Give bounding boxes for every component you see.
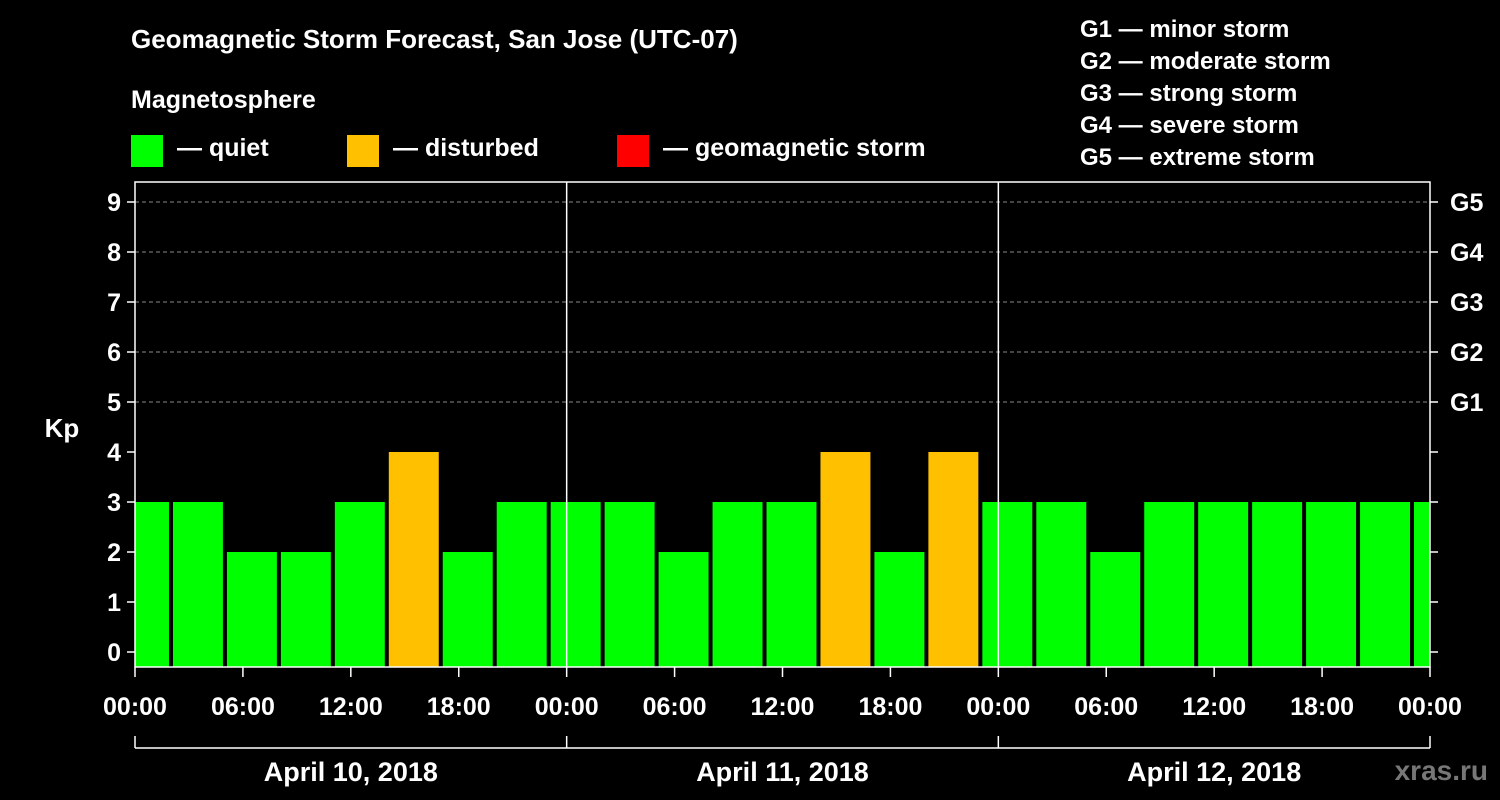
bar-16 xyxy=(982,502,1033,667)
day-label-0: April 10, 2018 xyxy=(264,757,438,787)
x-tick-label-6: 12:00 xyxy=(751,693,815,721)
bar-5 xyxy=(388,452,439,667)
y-tick-label-1: 1 xyxy=(107,589,121,617)
x-tick-label-12: 00:00 xyxy=(1398,693,1462,721)
bar-14 xyxy=(874,552,925,667)
y-tick-label-5: 5 xyxy=(107,389,121,417)
day-label-1: April 11, 2018 xyxy=(696,757,869,787)
legend-swatch-storm xyxy=(617,135,649,167)
x-tick-label-9: 06:00 xyxy=(1074,693,1138,721)
bar-2 xyxy=(226,552,277,667)
y-tick-label-9: 9 xyxy=(107,189,121,217)
x-tick-label-11: 18:00 xyxy=(1290,693,1354,721)
y-axis-label: Kp xyxy=(45,413,80,443)
y-tick-label-8: 8 xyxy=(107,239,121,267)
x-tick-label-2: 12:00 xyxy=(319,693,383,721)
bar-9 xyxy=(604,502,655,667)
right-axis-label-g5: G5 xyxy=(1450,189,1483,217)
magnetosphere-title: Magnetosphere xyxy=(131,86,316,114)
legend-swatch-quiet xyxy=(131,135,163,167)
x-tick-label-10: 12:00 xyxy=(1182,693,1246,721)
bar-8 xyxy=(550,502,601,667)
legend-label-quiet: — quiet xyxy=(177,134,269,162)
bar-19 xyxy=(1144,502,1195,667)
right-axis-label-g2: G2 xyxy=(1450,339,1483,367)
y-tick-label-0: 0 xyxy=(107,639,121,667)
x-tick-label-7: 18:00 xyxy=(858,693,922,721)
x-tick-label-8: 00:00 xyxy=(966,693,1030,721)
bar-11 xyxy=(712,502,763,667)
bar-22 xyxy=(1306,502,1357,667)
watermark: xras.ru xyxy=(1394,755,1488,786)
bar-0 xyxy=(135,502,169,667)
bar-3 xyxy=(280,552,331,667)
bar-17 xyxy=(1036,502,1087,667)
g-level-g3: G3 — strong storm xyxy=(1080,80,1298,107)
g-level-g5: G5 — extreme storm xyxy=(1080,144,1315,171)
bar-20 xyxy=(1198,502,1249,667)
bar-12 xyxy=(766,502,817,667)
right-axis-label-g1: G1 xyxy=(1450,389,1483,417)
y-tick-label-7: 7 xyxy=(107,289,121,317)
y-tick-label-2: 2 xyxy=(107,539,121,567)
right-axis-label-g4: G4 xyxy=(1450,239,1483,267)
g-level-g1: G1 — minor storm xyxy=(1080,16,1290,43)
y-tick-label-3: 3 xyxy=(107,489,121,517)
x-tick-label-3: 18:00 xyxy=(427,693,491,721)
bar-4 xyxy=(334,502,385,667)
legend-label-disturbed: — disturbed xyxy=(393,134,539,162)
legend-swatch-disturbed xyxy=(347,135,379,167)
y-tick-label-6: 6 xyxy=(107,339,121,367)
g-level-g4: G4 — severe storm xyxy=(1080,112,1299,139)
bar-7 xyxy=(496,502,547,667)
x-tick-label-5: 06:00 xyxy=(643,693,707,721)
x-tick-label-4: 00:00 xyxy=(535,693,599,721)
x-tick-label-1: 06:00 xyxy=(211,693,275,721)
y-tick-label-4: 4 xyxy=(107,439,121,467)
bar-23 xyxy=(1360,502,1411,667)
bar-15 xyxy=(928,452,979,667)
right-axis-label-g3: G3 xyxy=(1450,289,1483,317)
bar-13 xyxy=(820,452,871,667)
bar-24 xyxy=(1414,502,1430,667)
bar-1 xyxy=(172,502,223,667)
legend-label-storm: — geomagnetic storm xyxy=(663,134,926,162)
bar-18 xyxy=(1090,552,1141,667)
bar-10 xyxy=(658,552,709,667)
day-label-2: April 12, 2018 xyxy=(1127,757,1301,787)
chart-title: Geomagnetic Storm Forecast, San Jose (UT… xyxy=(131,24,738,54)
bar-6 xyxy=(442,552,493,667)
x-tick-label-0: 00:00 xyxy=(103,693,167,721)
g-level-g2: G2 — moderate storm xyxy=(1080,48,1331,75)
bar-21 xyxy=(1252,502,1303,667)
